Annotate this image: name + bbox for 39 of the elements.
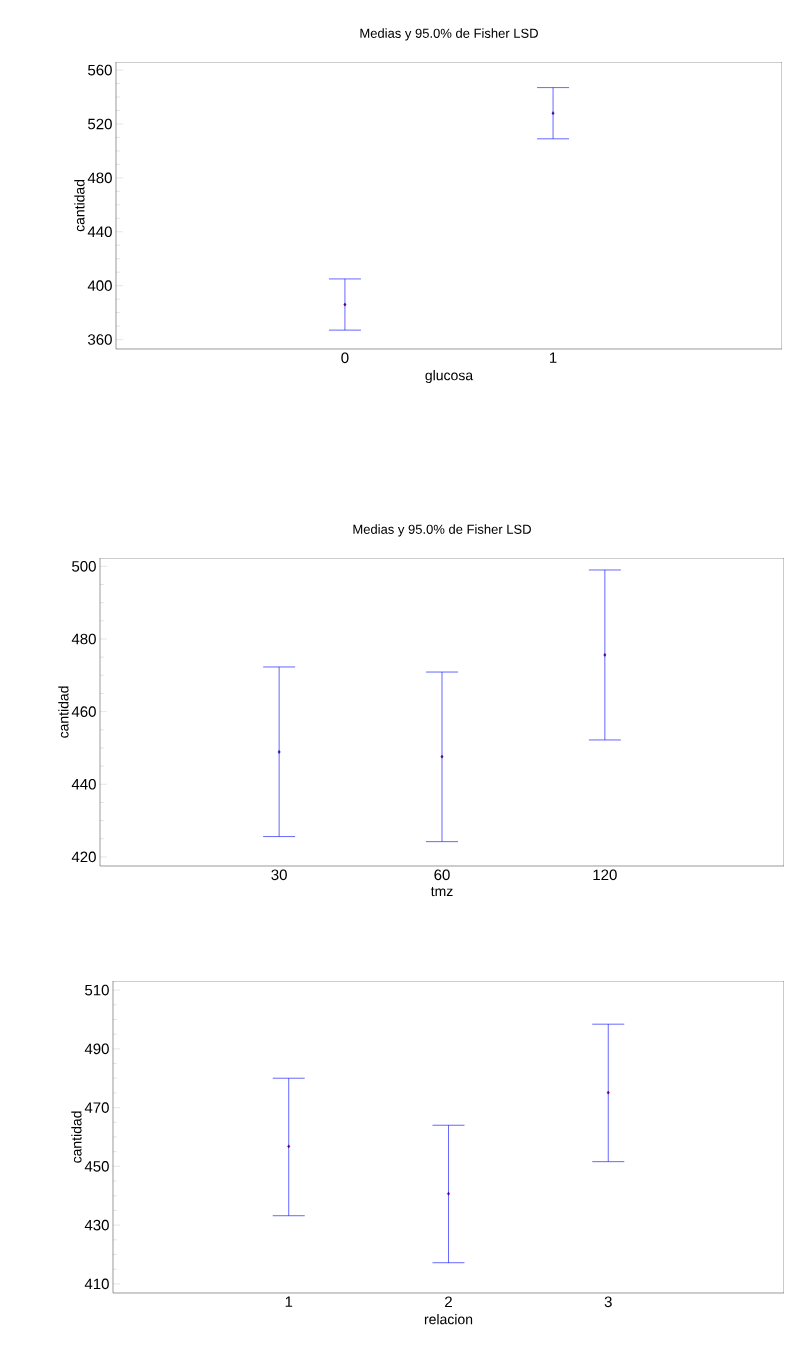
y-tick-label: 510 <box>85 984 109 996</box>
y-tick-label: 420 <box>71 851 96 863</box>
y-tick-label: 400 <box>87 280 112 291</box>
y-tick-label: 460 <box>71 706 96 717</box>
x-tick-label: 1 <box>550 352 557 363</box>
y-tick-label: 360 <box>88 334 112 345</box>
x-axis-title: tmz <box>430 887 453 897</box>
x-axis-title: glucosa <box>425 370 474 384</box>
y-tick-label: 450 <box>84 1161 109 1172</box>
y-tick-label: 480 <box>71 633 96 645</box>
point <box>277 750 281 754</box>
x-tick-label: 0 <box>341 352 349 364</box>
y-tick-label: 500 <box>72 561 96 572</box>
y-tick-label: 440 <box>87 226 112 238</box>
chart-title: Medias y 95.0% de Fisher LSD <box>360 28 538 41</box>
point <box>603 653 607 657</box>
x-tick-label: 1 <box>285 1296 293 1307</box>
y-axis-title: cantidad <box>58 686 69 738</box>
y-tick-label: 480 <box>87 172 112 184</box>
y-tick-label: 470 <box>84 1102 109 1113</box>
point <box>440 754 444 759</box>
y-tick-label: 520 <box>88 118 112 130</box>
y-axis-title: cantidad <box>71 1111 82 1163</box>
x-tick-label: 60 <box>434 869 450 881</box>
y-tick-label: 410 <box>84 1278 109 1290</box>
x-tick-label: 30 <box>271 869 287 881</box>
y-axis-title: cantidad <box>74 179 85 232</box>
y-tick-label: 430 <box>84 1219 109 1231</box>
point <box>606 1090 610 1095</box>
x-tick-label: 3 <box>604 1296 612 1308</box>
point <box>287 1144 291 1149</box>
y-tick-label: 560 <box>88 64 112 76</box>
point <box>447 1191 450 1196</box>
x-axis-title: relacion <box>424 1314 473 1325</box>
chart-title: Medias y 95.0% de Fisher LSD <box>353 524 531 537</box>
x-tick-label: 2 <box>445 1296 452 1307</box>
y-tick-label: 490 <box>84 1043 109 1055</box>
y-tick-label: 440 <box>71 778 96 790</box>
x-tick-label: 120 <box>593 869 617 881</box>
